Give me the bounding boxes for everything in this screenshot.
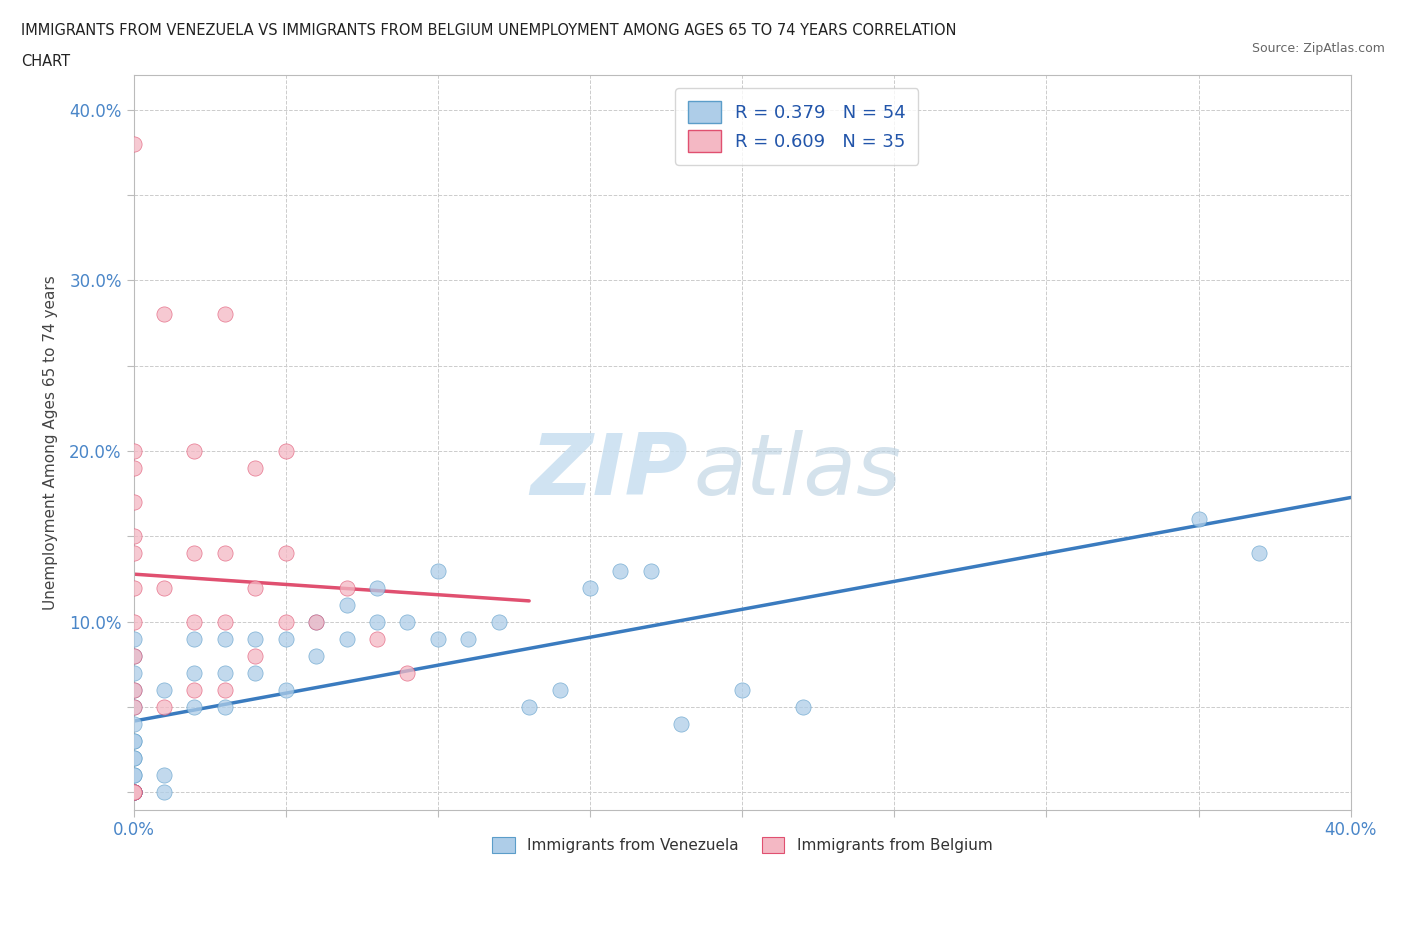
Point: [122, 683, 145, 698]
Point: [245, 666, 267, 681]
Point: [305, 615, 328, 630]
Point: [214, 546, 236, 561]
Point: [214, 615, 236, 630]
Point: [122, 785, 145, 800]
Point: [122, 495, 145, 510]
Point: [122, 444, 145, 458]
Point: [457, 631, 479, 646]
Text: ZIP: ZIP: [530, 431, 688, 513]
Point: [488, 615, 510, 630]
Point: [122, 734, 145, 749]
Point: [122, 666, 145, 681]
Point: [122, 785, 145, 800]
Text: CHART: CHART: [21, 54, 70, 69]
Point: [183, 699, 205, 714]
Point: [183, 666, 205, 681]
Point: [153, 683, 176, 698]
Point: [548, 683, 571, 698]
Point: [122, 785, 145, 800]
Point: [122, 580, 145, 595]
Point: [122, 137, 145, 152]
Point: [183, 631, 205, 646]
Point: [122, 460, 145, 475]
Point: [245, 460, 267, 475]
Point: [122, 785, 145, 800]
Point: [122, 648, 145, 663]
Point: [274, 546, 297, 561]
Point: [579, 580, 602, 595]
Point: [1187, 512, 1209, 526]
Point: [122, 699, 145, 714]
Point: [305, 648, 328, 663]
Point: [245, 580, 267, 595]
Point: [122, 785, 145, 800]
Point: [122, 631, 145, 646]
Point: [274, 615, 297, 630]
Point: [122, 785, 145, 800]
Point: [122, 615, 145, 630]
Point: [153, 307, 176, 322]
Point: [335, 597, 357, 612]
Point: [792, 699, 814, 714]
Point: [305, 615, 328, 630]
Point: [122, 785, 145, 800]
Point: [214, 699, 236, 714]
Point: [122, 648, 145, 663]
Point: [183, 683, 205, 698]
Point: [153, 699, 176, 714]
Point: [517, 699, 540, 714]
Point: [609, 563, 631, 578]
Point: [671, 717, 693, 732]
Point: [245, 648, 267, 663]
Point: [335, 631, 357, 646]
Point: [396, 666, 419, 681]
Point: [426, 563, 449, 578]
Point: [153, 785, 176, 800]
Text: IMMIGRANTS FROM VENEZUELA VS IMMIGRANTS FROM BELGIUM UNEMPLOYMENT AMONG AGES 65 : IMMIGRANTS FROM VENEZUELA VS IMMIGRANTS …: [21, 23, 956, 38]
Point: [274, 631, 297, 646]
Point: [274, 683, 297, 698]
Point: [122, 785, 145, 800]
Point: [122, 529, 145, 544]
Text: Source: ZipAtlas.com: Source: ZipAtlas.com: [1251, 42, 1385, 55]
Point: [1249, 546, 1271, 561]
Point: [122, 734, 145, 749]
Point: [274, 444, 297, 458]
Point: [122, 768, 145, 783]
Point: [122, 785, 145, 800]
Point: [122, 699, 145, 714]
Text: atlas: atlas: [693, 431, 901, 513]
Point: [122, 717, 145, 732]
Point: [640, 563, 662, 578]
Point: [214, 683, 236, 698]
Point: [396, 615, 419, 630]
Point: [153, 580, 176, 595]
Point: [366, 615, 388, 630]
Point: [153, 768, 176, 783]
Point: [183, 615, 205, 630]
Point: [426, 631, 449, 646]
Point: [731, 683, 754, 698]
Point: [183, 546, 205, 561]
Legend: Immigrants from Venezuela, Immigrants from Belgium: Immigrants from Venezuela, Immigrants fr…: [484, 830, 1000, 860]
Point: [122, 546, 145, 561]
Point: [183, 444, 205, 458]
Point: [122, 785, 145, 800]
Point: [366, 580, 388, 595]
Point: [122, 751, 145, 765]
Y-axis label: Unemployment Among Ages 65 to 74 years: Unemployment Among Ages 65 to 74 years: [44, 275, 58, 610]
Point: [122, 768, 145, 783]
Point: [245, 631, 267, 646]
Point: [366, 631, 388, 646]
Point: [335, 580, 357, 595]
Point: [214, 666, 236, 681]
Point: [122, 751, 145, 765]
Point: [214, 307, 236, 322]
Point: [122, 683, 145, 698]
Point: [122, 785, 145, 800]
Point: [214, 631, 236, 646]
